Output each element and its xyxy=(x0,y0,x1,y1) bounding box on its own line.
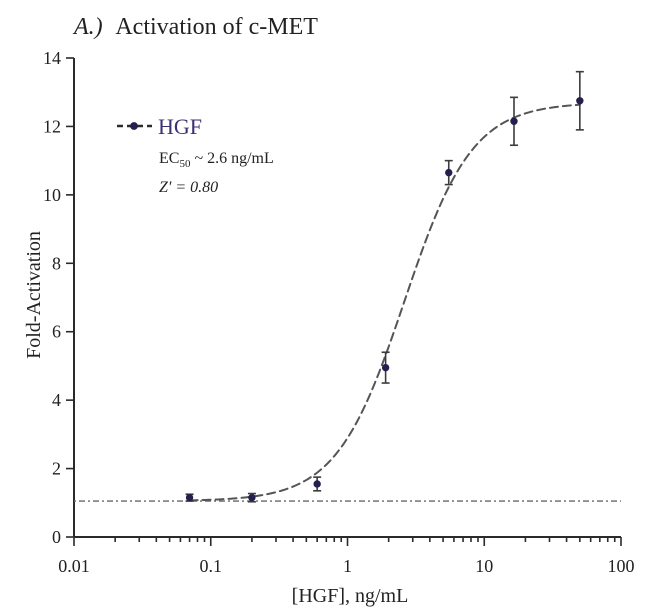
ec50-prefix: EC xyxy=(159,150,179,167)
data-point xyxy=(381,363,390,372)
y-tick-label: 10 xyxy=(43,185,61,205)
legend-series-label: HGF xyxy=(158,114,202,139)
x-tick-label: 1 xyxy=(343,556,352,576)
x-axis-label: [HGF], ng/mL xyxy=(292,585,409,607)
y-tick-label: 4 xyxy=(52,390,61,410)
y-tick-label: 14 xyxy=(43,48,61,68)
ec50-subscript: 50 xyxy=(179,158,191,170)
ec50-annotation: EC50 ~ 2.6 ng/mL xyxy=(159,150,274,170)
ec50-value: ~ 2.6 ng/mL xyxy=(190,150,273,167)
x-tick-label: 0.01 xyxy=(58,556,90,576)
x-tick-label: 0.1 xyxy=(200,556,223,576)
plot-layer xyxy=(74,70,621,503)
data-point xyxy=(445,168,453,177)
y-tick-label: 12 xyxy=(43,116,61,136)
x-tick-label: 100 xyxy=(608,556,635,576)
y-axis-label: Fold-Activation xyxy=(23,231,45,359)
legend: HGF EC50 ~ 2.6 ng/mL Z' = 0.80 xyxy=(117,114,274,196)
data-point xyxy=(510,117,518,125)
axes-layer: 0 2 4 6 8 10 12 14 0.01 0.1 1 10 100 xyxy=(43,48,635,576)
y-tick-label: 6 xyxy=(52,322,61,342)
data-point xyxy=(576,97,584,105)
y-tick-label: 8 xyxy=(52,253,61,273)
chart-title-main: Activation of c-MET xyxy=(115,14,318,40)
y-tick-label: 0 xyxy=(52,527,61,547)
zprime-annotation: Z' = 0.80 xyxy=(159,179,218,196)
data-point xyxy=(185,493,194,502)
y-tick-label: 2 xyxy=(52,459,61,479)
chart-title-prefix: A.) xyxy=(72,14,103,40)
x-tick-label: 10 xyxy=(475,556,493,576)
data-point xyxy=(248,493,256,502)
legend-swatch-point xyxy=(130,122,138,130)
data-point xyxy=(313,480,321,488)
chart-title: A.) Activation of c-MET xyxy=(72,14,318,40)
